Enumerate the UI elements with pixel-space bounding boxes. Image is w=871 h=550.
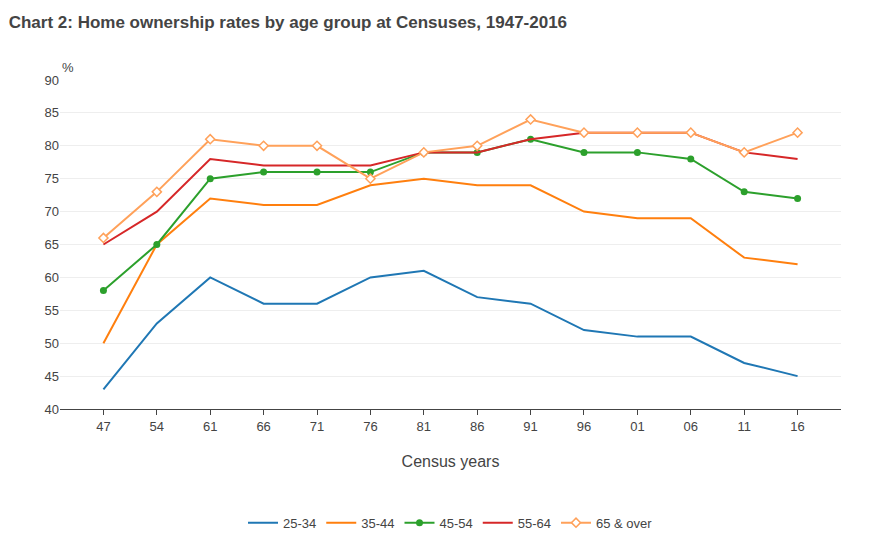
svg-text:76: 76 — [363, 419, 377, 434]
svg-text:06: 06 — [684, 419, 698, 434]
svg-text:01: 01 — [630, 419, 644, 434]
svg-text:66: 66 — [256, 419, 270, 434]
svg-text:65 & over: 65 & over — [596, 516, 652, 531]
svg-text:96: 96 — [577, 419, 591, 434]
svg-text:55: 55 — [45, 303, 59, 318]
svg-text:45-54: 45-54 — [440, 516, 473, 531]
svg-text:Chart 2: Home ownership rates: Chart 2: Home ownership rates by age gro… — [9, 13, 567, 32]
svg-text:70: 70 — [45, 204, 59, 219]
svg-text:90: 90 — [45, 73, 59, 88]
svg-text:11: 11 — [737, 419, 751, 434]
svg-text:50: 50 — [45, 336, 59, 351]
svg-text:35-44: 35-44 — [361, 516, 394, 531]
svg-text:85: 85 — [45, 105, 59, 120]
svg-text:80: 80 — [45, 138, 59, 153]
svg-text:16: 16 — [790, 419, 804, 434]
svg-text:55-64: 55-64 — [518, 516, 551, 531]
svg-text:91: 91 — [523, 419, 537, 434]
svg-text:45: 45 — [45, 369, 59, 384]
svg-text:54: 54 — [150, 419, 164, 434]
svg-text:65: 65 — [45, 237, 59, 252]
svg-text:86: 86 — [470, 419, 484, 434]
svg-text:Census years: Census years — [402, 453, 500, 470]
svg-text:81: 81 — [417, 419, 431, 434]
svg-text:71: 71 — [310, 419, 324, 434]
svg-text:%: % — [62, 60, 74, 75]
svg-text:75: 75 — [45, 171, 59, 186]
svg-text:25-34: 25-34 — [283, 516, 316, 531]
svg-text:61: 61 — [203, 419, 217, 434]
svg-text:47: 47 — [96, 419, 110, 434]
svg-text:40: 40 — [45, 402, 59, 417]
svg-text:60: 60 — [45, 270, 59, 285]
